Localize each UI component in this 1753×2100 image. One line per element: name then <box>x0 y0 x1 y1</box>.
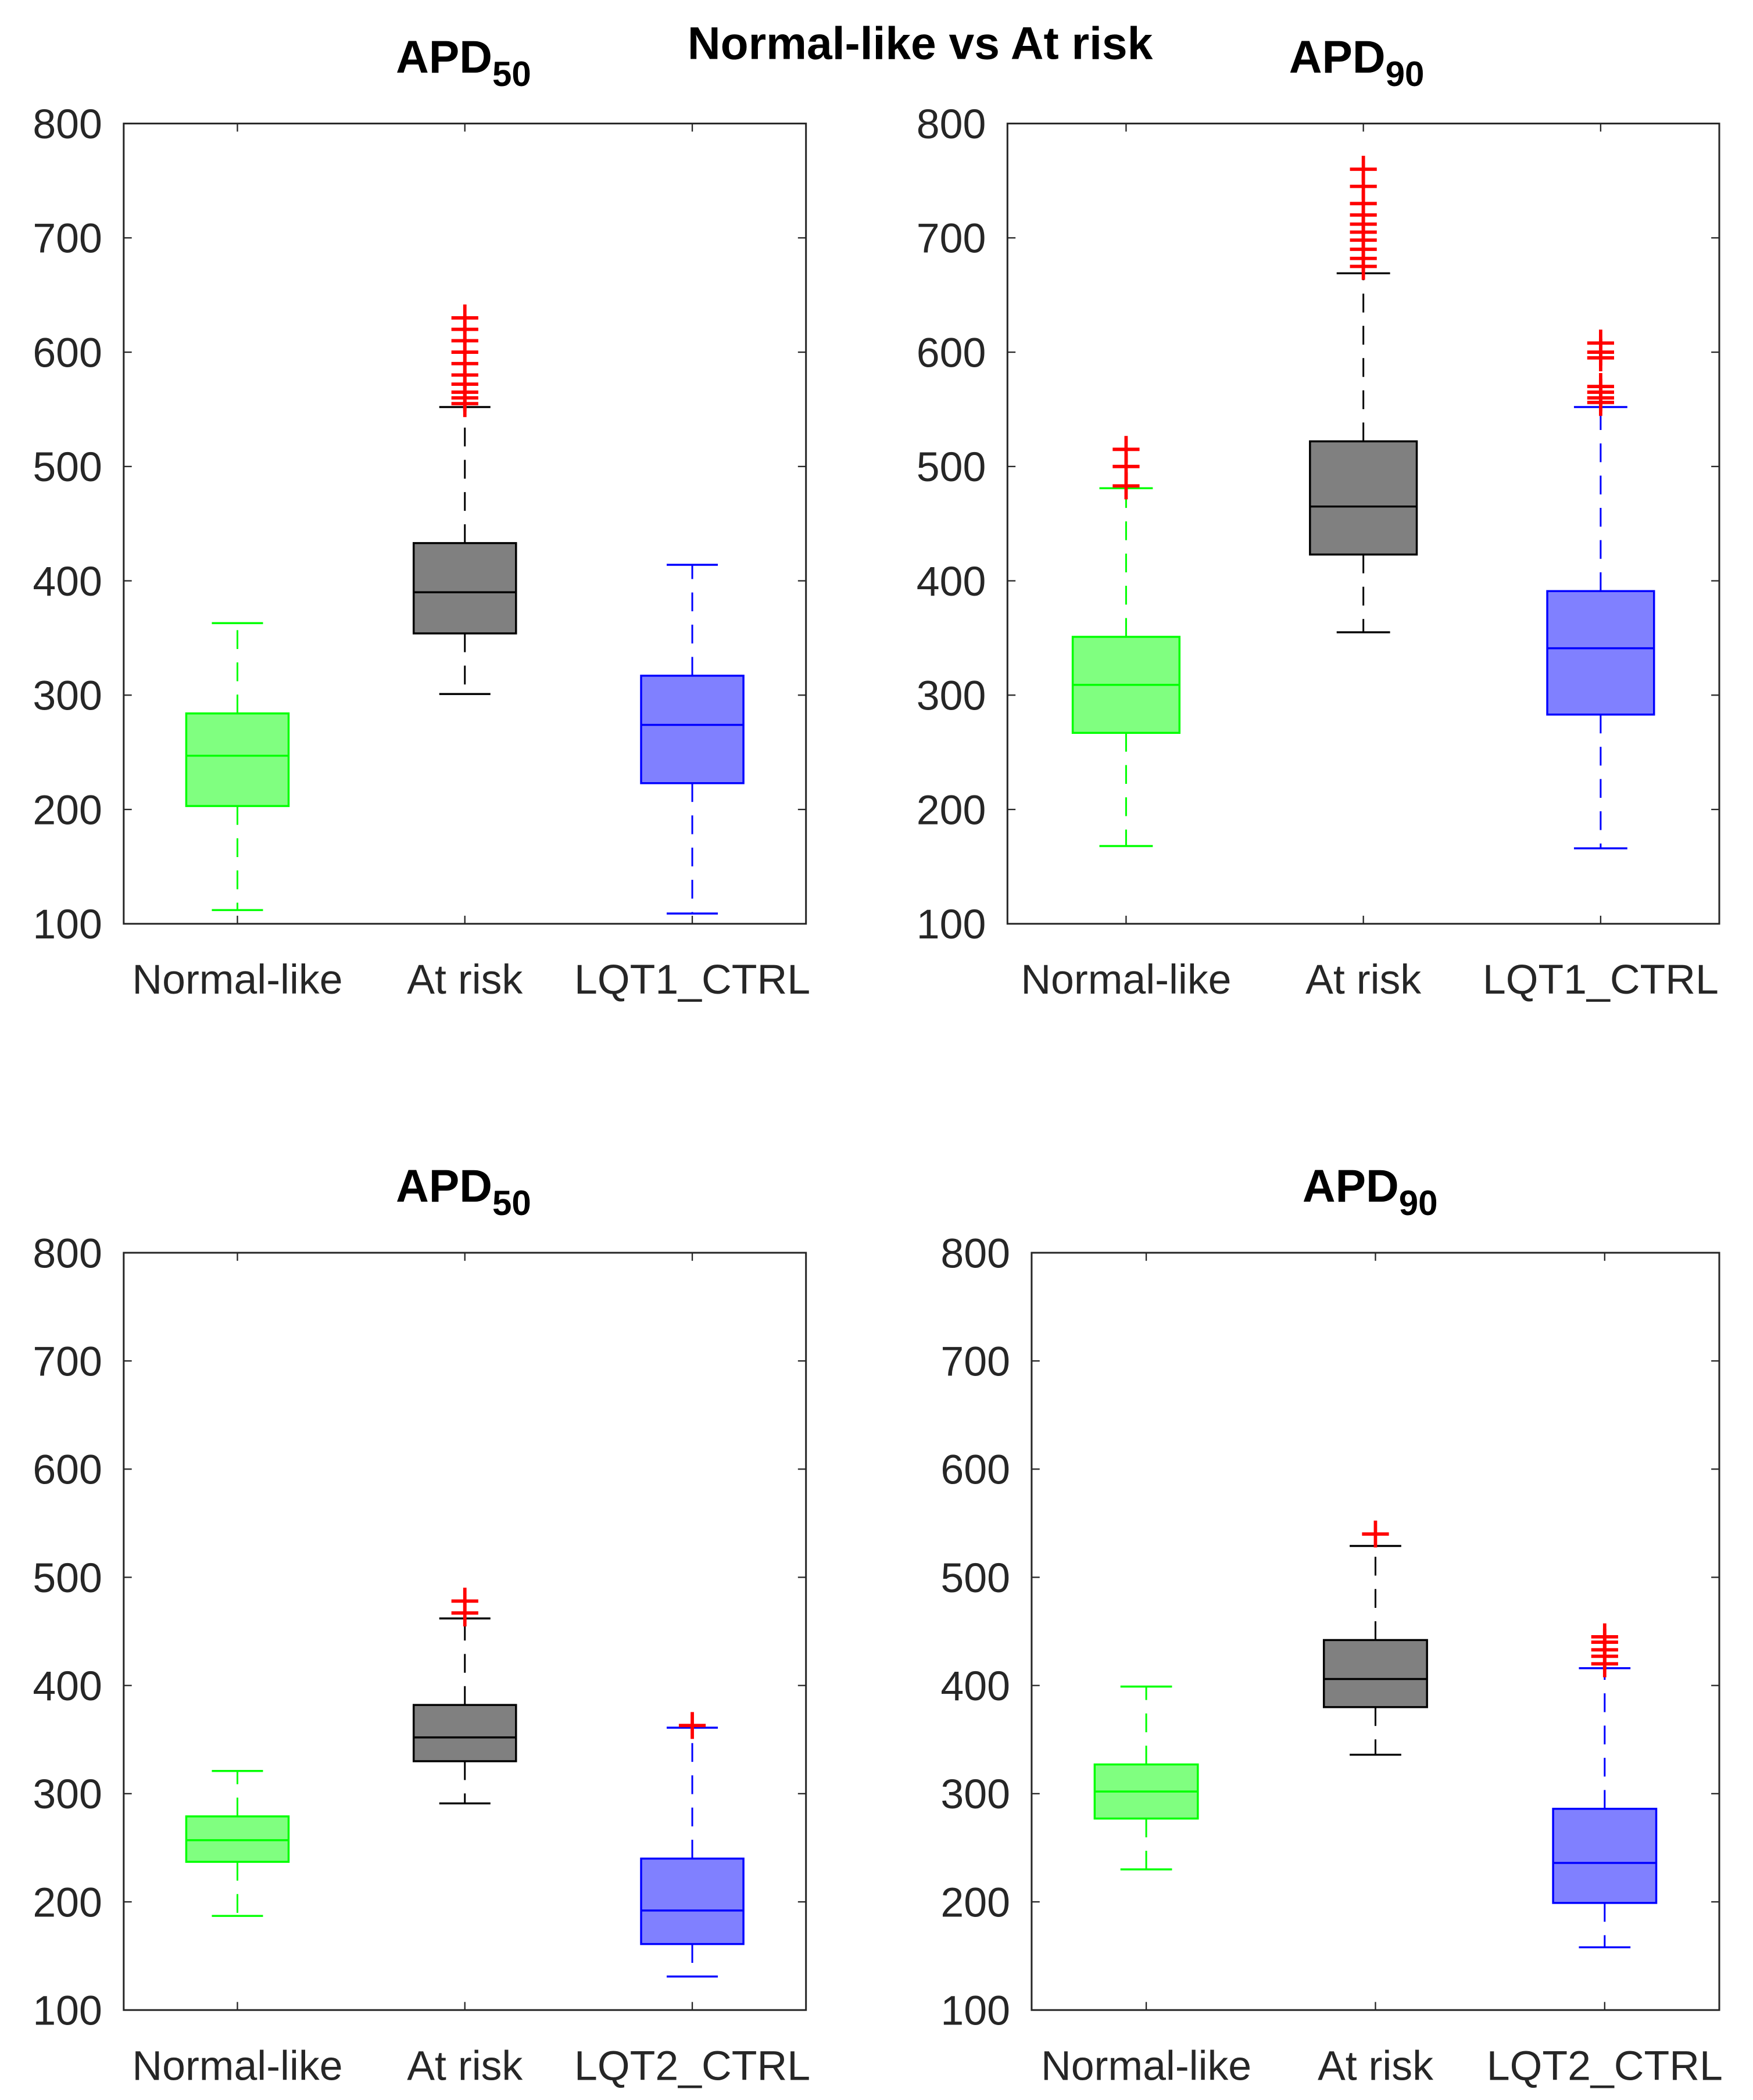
x-tick-label: LQT2_CTRL <box>574 2042 810 2089</box>
y-tick-label: 400 <box>940 1663 1010 1710</box>
x-tick-label: At risk <box>407 956 523 1003</box>
panel-title-main: APD <box>1303 1160 1399 1212</box>
iqr-box <box>185 712 290 807</box>
x-tick-label: LQT2_CTRL <box>1487 2042 1723 2089</box>
y-tick-label: 200 <box>33 787 102 833</box>
x-tick-label: LQT1_CTRL <box>574 956 810 1003</box>
y-tick-label: 300 <box>33 673 102 719</box>
panel-title-subscript: 90 <box>1386 55 1425 94</box>
outlier-marker <box>1587 329 1614 357</box>
panel-title-subscript: 50 <box>492 55 531 94</box>
x-tick-label: At risk <box>1318 2042 1433 2089</box>
y-tick-label: 200 <box>917 787 986 833</box>
y-tick-label: 200 <box>33 1879 102 1926</box>
y-tick-label: 400 <box>33 558 102 605</box>
x-tick-label: Normal-like <box>132 2042 342 2089</box>
box-lqt1-ctrl <box>640 564 745 915</box>
iqr-box <box>1546 590 1655 716</box>
y-tick-label: 700 <box>33 1339 102 1385</box>
y-tick-label: 600 <box>917 329 986 376</box>
outlier-marker <box>1587 372 1614 400</box>
y-tick-label: 800 <box>33 101 102 148</box>
iqr-box <box>640 1857 745 1945</box>
y-tick-label: 300 <box>33 1771 102 1818</box>
outlier-marker <box>1362 1520 1389 1548</box>
boxplot-panel-2: APD50 100 200 300 400 500 600 700 800 Normal-like… <box>33 1160 810 2089</box>
y-tick-label: 100 <box>33 1988 102 2034</box>
panel-title-main: APD <box>1289 31 1386 83</box>
y-tick-label: 800 <box>33 1230 102 1277</box>
panel-title: APD90 <box>1303 1160 1438 1223</box>
x-tick-label: LQT1_CTRL <box>1483 956 1719 1003</box>
box-lqt2-ctrl <box>640 1712 745 1978</box>
y-tick-label: 700 <box>917 216 986 262</box>
y-tick-label: 600 <box>940 1447 1010 1493</box>
outlier-marker <box>1591 1623 1618 1650</box>
iqr-box <box>1552 1808 1658 1904</box>
box-normal-like <box>185 622 290 911</box>
panel-title: APD50 <box>396 1160 531 1223</box>
y-tick-label: 300 <box>940 1771 1010 1818</box>
panel-title-subscript: 50 <box>492 1184 531 1223</box>
figure-title: Normal-like vs At risk <box>688 18 1153 69</box>
x-tick-label: At risk <box>407 2042 523 2089</box>
box-at-risk <box>412 1587 517 1805</box>
y-tick-label: 800 <box>940 1230 1010 1277</box>
x-tick-label: Normal-like <box>132 956 342 1003</box>
box-normal-like <box>185 1769 290 1917</box>
panel-title-main: APD <box>396 31 492 83</box>
y-tick-label: 500 <box>33 1555 102 1601</box>
x-tick-label: At risk <box>1305 956 1421 1003</box>
outlier-marker <box>451 304 478 332</box>
y-tick-label: 400 <box>917 558 986 605</box>
boxplot-panel-3: APD90 100 200 300 400 500 600 700 800 Normal-like… <box>940 1160 1722 2089</box>
y-tick-label: 400 <box>33 1663 102 1710</box>
outlier-marker <box>1112 436 1140 463</box>
y-tick-label: 700 <box>33 216 102 262</box>
outlier-marker <box>451 1587 478 1615</box>
box-lqt1-ctrl <box>1546 329 1655 850</box>
y-tick-label: 300 <box>917 673 986 719</box>
y-tick-label: 200 <box>940 1879 1010 1926</box>
boxplot-panel-0: APD50 100 200 300 400 500 600 700 800 Normal-like… <box>33 31 810 1003</box>
x-tick-label: Normal-like <box>1021 956 1231 1003</box>
panel-title-subscript: 90 <box>1399 1184 1438 1223</box>
y-tick-label: 500 <box>940 1555 1010 1601</box>
y-tick-label: 800 <box>917 101 986 148</box>
iqr-box <box>1322 1639 1428 1708</box>
box-lqt2-ctrl <box>1552 1623 1658 1948</box>
y-tick-label: 600 <box>33 1447 102 1493</box>
outlier-marker <box>678 1712 706 1739</box>
panel-title: APD90 <box>1289 31 1425 94</box>
y-tick-label: 600 <box>33 329 102 376</box>
iqr-box <box>412 542 517 635</box>
iqr-box <box>412 1704 517 1762</box>
iqr-box <box>185 1815 290 1863</box>
iqr-box <box>1309 440 1418 556</box>
box-at-risk <box>412 304 517 696</box>
panel-title-main: APD <box>396 1160 492 1212</box>
box-at-risk <box>1322 1520 1428 1756</box>
box-normal-like <box>1093 1685 1199 1870</box>
y-tick-label: 100 <box>33 901 102 948</box>
box-at-risk <box>1309 156 1418 633</box>
y-tick-label: 500 <box>917 444 986 490</box>
iqr-box <box>640 675 745 784</box>
y-tick-label: 500 <box>33 444 102 490</box>
outlier-marker <box>1350 156 1377 183</box>
y-tick-label: 700 <box>940 1339 1010 1385</box>
panel-title: APD50 <box>396 31 531 94</box>
y-tick-label: 100 <box>917 901 986 948</box>
y-tick-label: 100 <box>940 1988 1010 2034</box>
boxplot-panel-1: APD90 100 200 300 400 500 600 700 800 Normal-like… <box>917 31 1720 1003</box>
box-normal-like <box>1071 436 1180 847</box>
x-tick-label: Normal-like <box>1041 2042 1251 2089</box>
